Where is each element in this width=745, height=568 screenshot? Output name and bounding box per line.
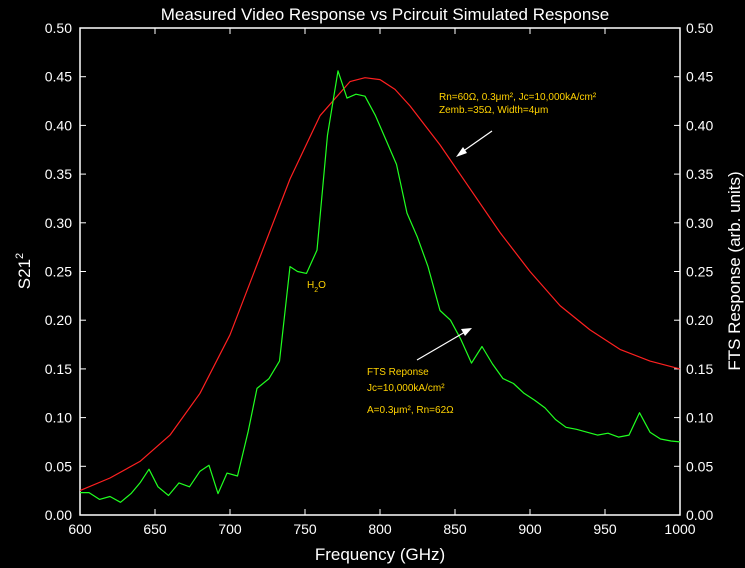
h2o-label-tail: O — [318, 280, 326, 291]
x-tick-label: 700 — [218, 521, 242, 537]
x-tick-label: 900 — [518, 521, 542, 537]
fts-response-line — [80, 70, 681, 503]
y-tick-label-right: 0.15 — [686, 361, 713, 377]
x-tick-label: 850 — [443, 521, 467, 537]
x-tick-label: 1000 — [664, 521, 695, 537]
y-tick-label-left: 0.40 — [45, 117, 72, 133]
y-tick-label-left: 0.10 — [45, 410, 72, 426]
fts-annotation-line3: A=0.3μm², Rn=62Ω — [367, 405, 454, 416]
y-tick-label-left: 0.30 — [45, 215, 72, 231]
y-tick-label-left: 0.35 — [45, 166, 72, 182]
x-tick-label: 600 — [68, 521, 92, 537]
simulated-response-line — [79, 77, 681, 492]
y-axis-label-left: S212 — [14, 253, 34, 289]
y-tick-label-right: 0.25 — [686, 264, 713, 280]
y-tick-label-right: 0.10 — [686, 410, 713, 426]
y-axis-label-left-base: S21 — [15, 259, 34, 289]
sim-annotation-line1: Rn=60Ω, 0.3μm², Jc=10,000kA/cm² — [439, 92, 597, 103]
y-axis-label-right: FTS Response (arb. units) — [725, 171, 744, 370]
sim-arrow — [456, 130, 493, 157]
y-tick-label-left: 0.45 — [45, 69, 72, 85]
y-tick-label-right: 0.50 — [686, 20, 713, 36]
y-tick-label-right: 0.20 — [686, 312, 713, 328]
y-tick-label-right: 0.35 — [686, 166, 713, 182]
y-tick-label-left: 0.20 — [45, 312, 72, 328]
x-tick-label: 650 — [143, 521, 167, 537]
y-tick-label-right: 0.30 — [686, 215, 713, 231]
x-axis-label: Frequency (GHz) — [315, 545, 445, 564]
h2o-label: H2O — [307, 280, 326, 294]
y-tick-label-left: 0.05 — [45, 458, 72, 474]
y-tick-label-right: 0.05 — [686, 458, 713, 474]
y-tick-label-right: 0.45 — [686, 69, 713, 85]
x-tick-label: 950 — [593, 521, 617, 537]
y-tick-label-right: 0.40 — [686, 117, 713, 133]
series-layer — [79, 70, 681, 503]
y-tick-label-left: 0.00 — [45, 507, 72, 523]
x-tick-label: 800 — [368, 521, 392, 537]
y-tick-label-left: 0.25 — [45, 264, 72, 280]
fts-annotation-line2: Jc=10,000kA/cm² — [367, 383, 445, 394]
sim-annotation-line2: Zemb.=35Ω, Width=4μm — [439, 105, 548, 116]
h2o-label-sub: 2 — [314, 287, 318, 294]
y-tick-label-left: 0.15 — [45, 361, 72, 377]
y-tick-label-right: 0.00 — [686, 507, 713, 523]
h2o-label-base: H — [307, 280, 314, 291]
fts-annotation-line1: FTS Reponse — [367, 367, 429, 378]
chart-title: Measured Video Response vs Pcircuit Simu… — [161, 5, 610, 24]
y-axis-label-left-sup: 2 — [14, 253, 26, 259]
y-tick-label-left: 0.50 — [45, 20, 72, 36]
fts-arrow — [416, 328, 472, 361]
x-tick-label: 750 — [293, 521, 317, 537]
